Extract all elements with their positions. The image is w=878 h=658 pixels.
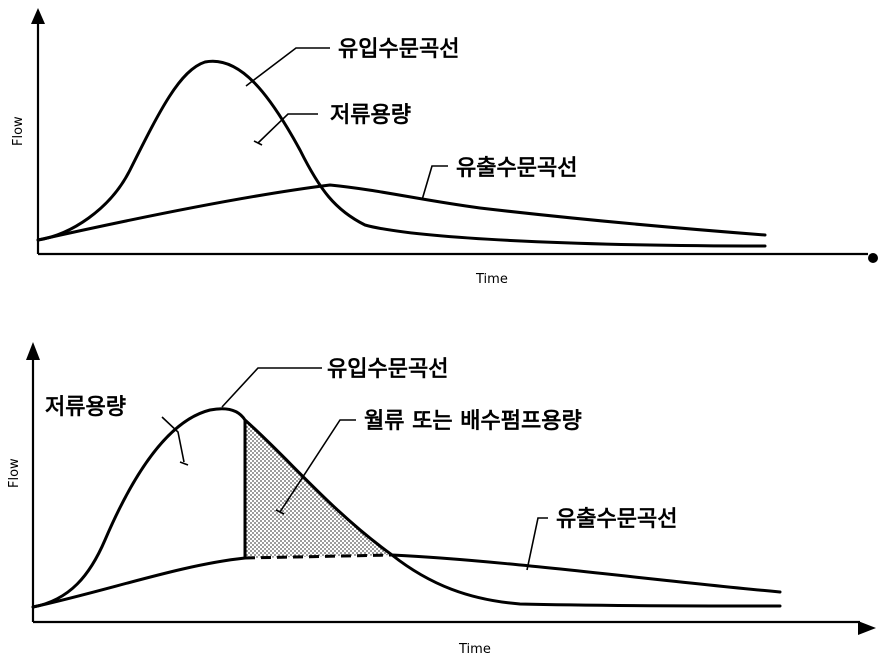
bottom-x-axis-label: Time [458,642,491,657]
bottom-storage-label: 저류용량 [45,395,126,420]
top-outflow-curve [36,183,767,242]
bottom-outflow-leader [526,517,548,571]
top-storage-leader-tick [253,140,263,146]
top-panel: 유입수문곡선 저류용량 유출수문곡선 Time Flow [11,8,878,287]
bottom-storage-leader-tick [179,461,189,466]
bottom-overflow-label: 월류 또는 배수펌프용량 [364,409,582,434]
bottom-y-axis-label: Flow [7,458,22,488]
bottom-inflow-curve [31,407,782,609]
bottom-pump-capacity-line [244,553,393,560]
top-outflow-label: 유출수문곡선 [456,156,577,181]
top-outflow-leader [421,165,448,201]
top-x-axis-label: Time [475,272,508,287]
top-y-axis-arrow-icon [31,8,45,24]
bottom-panel: 유입수문곡선 저류용량 월류 또는 배수펌프용량 유출수문곡선 Time Flo… [7,342,876,657]
bottom-outflow-label: 유출수문곡선 [556,507,677,532]
top-inflow-leader [245,47,330,87]
bottom-inflow-label: 유입수문곡선 [327,357,448,382]
top-x-axis-end-icon [868,253,878,263]
top-storage-label: 저류용량 [330,103,411,128]
top-inflow-label: 유입수문곡선 [338,37,459,62]
bottom-overflow-leader-tick [275,509,285,515]
bottom-storage-leader [161,416,185,463]
top-y-axis-label: Flow [11,116,26,146]
top-inflow-curve [36,59,767,248]
bottom-outflow-curve [31,556,247,609]
overflow-area [245,420,392,558]
bottom-outflow-curve-tail [390,553,782,594]
bottom-x-axis-arrow-icon [858,621,876,635]
top-storage-leader [257,113,318,144]
bottom-overflow-leader [279,419,356,513]
bottom-y-axis-arrow-icon [26,342,40,360]
bottom-inflow-leader [221,367,322,408]
